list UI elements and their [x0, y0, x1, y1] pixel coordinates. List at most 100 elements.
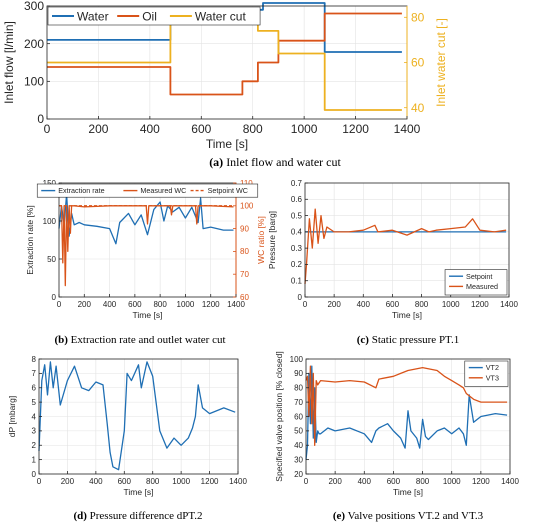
- x-axis-label: Time [s]: [124, 487, 154, 497]
- y-right-tick-label: 80: [411, 11, 425, 25]
- chart-a: 0 200 400 600 800 1000 1200 1400 0 100 200 300 40 60 8…: [2, 0, 448, 151]
- series-line-oil: [47, 12, 402, 96]
- x-tick-label: 800: [146, 477, 160, 486]
- x-tick-label: 600: [191, 122, 211, 136]
- x-tick-label: 1000: [177, 300, 195, 309]
- y-tick-label: 0.4: [291, 228, 303, 237]
- chart-c: 0 200 400 600 800 1000 1200 1400 0 0.1 0.2 0.3 0.4 0.…: [267, 179, 518, 320]
- x-tick-label: 1000: [443, 477, 461, 486]
- legend-label: Water: [77, 9, 109, 23]
- x-tick-label: 400: [89, 477, 103, 486]
- series-line-measured: [304, 208, 507, 285]
- y-tick-label: 100: [43, 217, 57, 226]
- legend-label: Setpoint: [466, 272, 492, 281]
- x-tick-label: 1000: [291, 122, 318, 136]
- x-tick-label: 600: [118, 477, 132, 486]
- y-axis-label: dP [mbarg]: [7, 396, 17, 437]
- y-tick-label: 80: [294, 384, 303, 393]
- series-line-measured-wc: [59, 205, 234, 287]
- x-tick-label: 1200: [201, 477, 219, 486]
- x-axis-label: Time [s]: [393, 487, 423, 497]
- x-tick-label: 400: [103, 300, 117, 309]
- y-tick-label: 0.3: [291, 244, 303, 253]
- y-tick-label: 70: [294, 398, 303, 407]
- caption-b: (b) Extraction rate and outlet water cut: [54, 334, 225, 346]
- caption-d: (d) Pressure difference dPT.2: [73, 510, 202, 522]
- y-tick-label: 50: [47, 255, 56, 264]
- legend-box: [444, 269, 508, 296]
- x-tick-label: 1400: [227, 300, 245, 309]
- axes-frame: [304, 182, 510, 298]
- x-tick-label: 1400: [500, 300, 518, 309]
- x-tick-label: 600: [386, 300, 400, 309]
- x-axis-label: Time [s]: [392, 310, 422, 320]
- y-right-tick-label: 90: [240, 224, 249, 233]
- y-tick-label: 100: [290, 355, 304, 364]
- caption-a: (a) Inlet flow and water cut: [209, 155, 341, 169]
- legend-label: Oil: [142, 9, 157, 23]
- x-tick-label: 600: [128, 300, 142, 309]
- legend-label: Extraction rate: [58, 186, 104, 195]
- x-tick-label: 1400: [501, 477, 519, 486]
- caption-e: (e) Valve positions VT.2 and VT.3: [333, 510, 484, 522]
- chart-d: 0 200 400 600 800 1000 1200 1400 0 1 2 3 4 5 6 7 8 Time […: [7, 355, 247, 497]
- x-tick-label: 800: [243, 122, 263, 136]
- x-tick-label: 200: [61, 477, 75, 486]
- legend-label: VT3: [486, 373, 499, 382]
- x-tick-label: 1400: [229, 477, 247, 486]
- y-axis-label: Inlet flow [l/min]: [2, 21, 16, 104]
- legend-label: Measured: [466, 282, 498, 291]
- x-tick-label: 1200: [342, 122, 369, 136]
- x-tick-label: 800: [416, 477, 430, 486]
- chart-b: 0 200 400 600 800 1000 1200 1400 0 50 100 150 60 70 80…: [25, 179, 266, 320]
- x-tick-label: 0: [57, 300, 62, 309]
- x-tick-label: 800: [415, 300, 429, 309]
- x-tick-label: 200: [327, 300, 341, 309]
- y-tick-label: 50: [294, 427, 303, 436]
- y-axis-label: Specified valve position [% closed]: [274, 351, 284, 481]
- legend-box: [47, 6, 261, 26]
- y-tick-label: 8: [32, 355, 37, 364]
- y-tick-label: 0.1: [291, 277, 303, 286]
- series-line-series-0: [38, 361, 236, 471]
- x-tick-label: 400: [140, 122, 160, 136]
- y-tick-label: 20: [294, 470, 303, 479]
- x-tick-label: 1400: [394, 122, 421, 136]
- y-right-tick-label: 100: [240, 202, 254, 211]
- caption-c: (c) Static pressure PT.1: [357, 334, 459, 346]
- y-axis-label: Extraction rate [%]: [25, 205, 35, 274]
- y-right-tick-label: 40: [411, 101, 425, 115]
- x-tick-label: 400: [357, 300, 371, 309]
- y-tick-label: 200: [24, 37, 44, 51]
- y-tick-label: 90: [294, 369, 303, 378]
- y-tick-label: 6: [32, 384, 37, 393]
- y-tick-label: 0.2: [291, 260, 303, 269]
- y-tick-label: 100: [24, 75, 44, 89]
- y-tick-label: 0.7: [291, 179, 303, 188]
- x-tick-label: 200: [88, 122, 108, 136]
- x-tick-label: 1200: [472, 477, 490, 486]
- x-tick-label: 0: [37, 477, 42, 486]
- y-tick-label: 150: [43, 179, 57, 188]
- x-tick-label: 1000: [442, 300, 460, 309]
- y-tick-label: 300: [24, 0, 44, 13]
- y-tick-label: 0: [32, 470, 37, 479]
- chart-e: 0 200 400 600 800 1000 1200 1400 20 30 40 50 60 70 80 9…: [274, 351, 519, 497]
- x-tick-label: 200: [328, 477, 342, 486]
- y-right-tick-label: 110: [240, 179, 253, 188]
- y-tick-label: 3: [32, 427, 37, 436]
- plot-area: [59, 183, 236, 297]
- y-tick-label: 0.6: [291, 195, 303, 204]
- x-tick-label: 800: [153, 300, 167, 309]
- x-tick-label: 600: [387, 477, 401, 486]
- y-tick-label: 1: [32, 455, 37, 464]
- legend-label: VT2: [486, 363, 499, 372]
- y-tick-label: 5: [32, 398, 37, 407]
- legend-box: [464, 360, 509, 387]
- x-tick-label: 400: [358, 477, 372, 486]
- y-axis-label: Pressure [barg]: [267, 211, 277, 269]
- y-tick-label: 4: [32, 412, 37, 421]
- legend-box: [36, 183, 259, 198]
- y-right-tick-label: 60: [411, 56, 425, 70]
- x-tick-label: 1200: [471, 300, 489, 309]
